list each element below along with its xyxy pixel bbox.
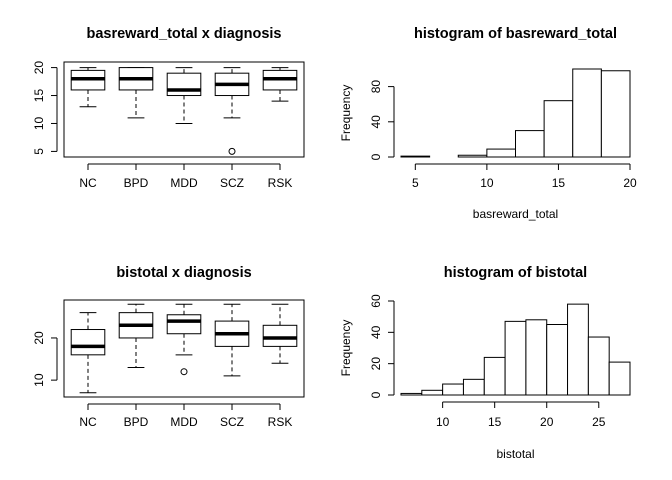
panel-4-x-tick-label: 25: [592, 415, 606, 429]
panel-2-y-tick-label: 40: [369, 115, 383, 129]
panel-3-box-scz: [214, 303, 250, 377]
panel-2-x-tick-label: 5: [412, 176, 419, 190]
panel-2-bar: [400, 155, 431, 158]
panel-3-box-nc: [70, 312, 106, 394]
panel-2-y-tick-label: 80: [369, 80, 383, 94]
panel-3-frame: [63, 299, 305, 398]
panel-2-y-axis-label: Frequency: [339, 85, 353, 142]
outlier-point: [180, 368, 188, 376]
panel-3-x-tick-label: BPD: [124, 415, 149, 429]
panel-4-bar: [504, 320, 527, 396]
panel-3-box-rsk: [262, 303, 298, 364]
panel-4-x-axis-label: bistotal: [496, 447, 534, 461]
panel-4-y-tick-label: 20: [369, 357, 383, 371]
panel-1-box-mdd: [166, 67, 202, 124]
panel-4-bar: [567, 303, 589, 396]
panel-4-x-tick-label: 15: [488, 415, 502, 429]
panel-1-y-tick-label: 20: [32, 61, 46, 75]
panel-3-x-tick-label: SCZ: [220, 415, 244, 429]
panel-3-y-tick-label: 10: [32, 373, 46, 387]
panel-1-box-bpd: [118, 67, 154, 119]
panel-4-bar: [462, 378, 485, 396]
iqr-box: [166, 72, 202, 97]
panel-2-bar: [486, 148, 516, 158]
panel-4-title: histogram of bistotal: [444, 265, 587, 281]
panel-3-box-bpd: [118, 303, 154, 368]
panel-1-frame: [63, 61, 305, 158]
panel-3-x-tick-label: MDD: [170, 415, 198, 429]
panel-4-y-tick-label: 60: [369, 294, 383, 308]
panel-1-title: basreward_total x diagnosis: [86, 26, 281, 42]
panel-3-y-tick-label: 20: [32, 331, 46, 345]
panel-1-y-tick-label: 5: [32, 148, 46, 155]
panel-3-title: bistotal x diagnosis: [116, 265, 251, 281]
panel-2-x-tick-label: 20: [623, 176, 637, 190]
panel-2-bar: [600, 70, 631, 158]
panel-4-bar: [546, 324, 569, 396]
panel-3-box-mdd: [166, 303, 202, 376]
panel-4-bar: [483, 356, 506, 396]
panel-4-y-tick-label: 40: [369, 325, 383, 339]
iqr-box: [262, 324, 298, 347]
panel-1-box-rsk: [262, 67, 298, 102]
panel-4-y-axis-label: Frequency: [339, 320, 353, 377]
panel-3-x-tick-label: RSK: [268, 415, 293, 429]
panel-2-x-tick-label: 10: [480, 176, 494, 190]
iqr-box: [70, 329, 106, 356]
panel-1-x-tick-label: NC: [79, 176, 97, 190]
panel-2-title: histogram of basreward_total: [414, 26, 617, 42]
panel-2-bar: [572, 68, 602, 158]
panel-1-x-tick-label: SCZ: [220, 176, 244, 190]
panel-1-x-tick-label: MDD: [170, 176, 198, 190]
panel-1-box-nc: [70, 67, 106, 108]
panel-4-bar: [525, 319, 548, 396]
panel-2-x-tick-label: 15: [552, 176, 566, 190]
panel-4-x-tick-label: 10: [436, 415, 450, 429]
panel-1-y-tick-label: 10: [32, 116, 46, 130]
panel-4-y-tick-label: 0: [369, 391, 383, 398]
panel-4-bar: [400, 392, 423, 396]
panel-4-bar: [442, 383, 464, 396]
panel-4-bar: [587, 336, 610, 396]
panel-2-y-tick-label: 0: [369, 153, 383, 160]
panel-2-bar: [457, 154, 488, 158]
panel-4-x-tick-label: 20: [540, 415, 554, 429]
panel-2-bar: [515, 130, 545, 158]
panel-4-bar: [421, 389, 444, 396]
panel-1-x-tick-label: RSK: [268, 176, 293, 190]
iqr-box: [166, 314, 202, 335]
outlier-point: [228, 147, 236, 155]
panel-3-x-tick-label: NC: [79, 415, 97, 429]
panel-1-y-tick-label: 15: [32, 89, 46, 103]
panel-2-bar: [543, 100, 574, 158]
panel-4-bar: [608, 361, 631, 396]
panel-1-x-tick-label: BPD: [124, 176, 149, 190]
panel-2-x-axis-label: basreward_total: [473, 207, 558, 221]
panel-1-box-scz: [214, 67, 250, 155]
